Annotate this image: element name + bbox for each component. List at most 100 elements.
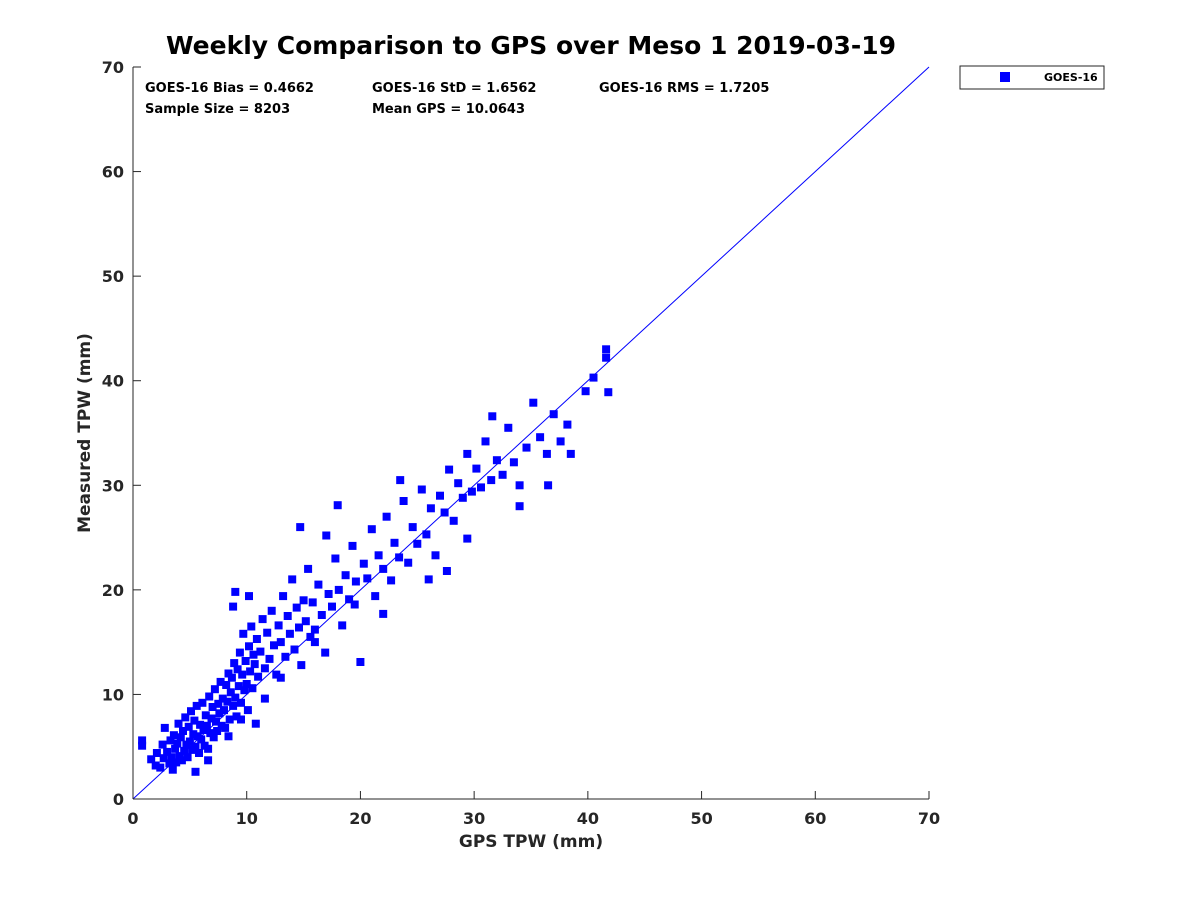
data-point (272, 670, 281, 679)
data-point (542, 449, 551, 458)
data-point (229, 701, 238, 710)
data-point (276, 638, 285, 647)
data-point (245, 642, 253, 651)
data-point (213, 727, 222, 735)
data-point (265, 654, 274, 663)
data-point (321, 648, 330, 657)
data-point (216, 677, 225, 686)
y-axis-label: Measured TPW (mm) (75, 333, 95, 533)
data-point (229, 602, 238, 611)
y-tick-label: 0 (113, 790, 124, 809)
data-point (276, 673, 285, 682)
data-point (283, 612, 292, 620)
x-tick-label: 40 (577, 809, 599, 828)
data-point (288, 575, 297, 584)
data-point (174, 719, 183, 728)
data-point (589, 373, 598, 382)
data-point (310, 625, 319, 634)
data-point (156, 763, 165, 772)
data-point (341, 571, 350, 580)
x-tick-label: 70 (918, 809, 940, 828)
data-point (175, 752, 184, 761)
data-point (224, 732, 233, 741)
x-tick-label: 0 (127, 809, 138, 828)
data-point (190, 716, 199, 725)
data-point (348, 541, 357, 550)
data-point (247, 622, 256, 631)
data-point (246, 667, 255, 676)
data-point (196, 720, 205, 729)
legend: GOES-16 (959, 65, 1105, 90)
data-point (529, 398, 538, 407)
data-point (173, 739, 182, 748)
data-point (602, 353, 611, 362)
data-point (168, 765, 177, 774)
data-point (290, 645, 299, 654)
stat-std: GOES-16 StD = 1.6562 (372, 81, 536, 96)
data-point (241, 657, 250, 665)
stat-sample-size: Sample Size = 8203 (145, 102, 290, 117)
data-point (238, 670, 247, 679)
data-point (334, 585, 343, 594)
data-point (263, 628, 272, 637)
data-point (467, 487, 476, 496)
data-point (192, 701, 201, 710)
data-point (191, 742, 200, 751)
data-point (442, 567, 451, 575)
data-point (169, 731, 178, 740)
data-point (359, 559, 368, 568)
data-point (338, 621, 347, 630)
data-point (152, 749, 161, 757)
data-point (292, 603, 301, 612)
data-point (281, 652, 290, 661)
data-point (270, 641, 278, 650)
stat-mean-gps: Mean GPS = 10.0643 (372, 102, 525, 117)
stat-bias: GOES-16 Bias = 0.4662 (145, 81, 314, 96)
y-tick-label: 70 (102, 58, 124, 77)
data-point (492, 456, 501, 465)
data-point (181, 713, 190, 722)
data-point (297, 661, 306, 670)
data-point (212, 717, 220, 726)
x-tick-label: 60 (804, 809, 826, 828)
data-point (199, 726, 208, 734)
data-point (328, 602, 336, 611)
data-point (218, 694, 227, 703)
data-point (299, 596, 308, 605)
data-point (197, 735, 206, 744)
data-point (308, 598, 317, 607)
x-tick-label: 50 (690, 809, 712, 828)
data-point (382, 512, 391, 521)
plot-area: 0 10 20 30 40 50 60 70 0 10 20 30 40 50 60 70 (102, 58, 940, 828)
data-point (399, 497, 408, 505)
data-point (204, 756, 213, 765)
data-point (458, 493, 467, 502)
data-point (431, 551, 440, 560)
data-point (481, 437, 490, 446)
data-point (239, 629, 248, 638)
data-point (487, 476, 496, 485)
data-point (395, 553, 404, 562)
data-point (231, 693, 240, 702)
data-point (230, 659, 239, 668)
data-point (379, 609, 388, 618)
data-point (250, 660, 259, 669)
data-point (209, 733, 218, 742)
data-point (306, 632, 315, 641)
data-point (214, 699, 223, 708)
data-point (515, 502, 524, 511)
data-point (449, 516, 458, 525)
data-point (158, 740, 167, 749)
y-tick-label: 40 (102, 372, 124, 391)
data-point (258, 615, 267, 624)
data-point (390, 538, 399, 547)
data-point (285, 629, 294, 638)
data-point (237, 698, 245, 707)
data-point (235, 648, 244, 657)
data-point (274, 621, 283, 630)
data-point (167, 753, 176, 762)
data-point (413, 539, 422, 548)
data-point (204, 744, 213, 753)
data-point (445, 465, 454, 474)
